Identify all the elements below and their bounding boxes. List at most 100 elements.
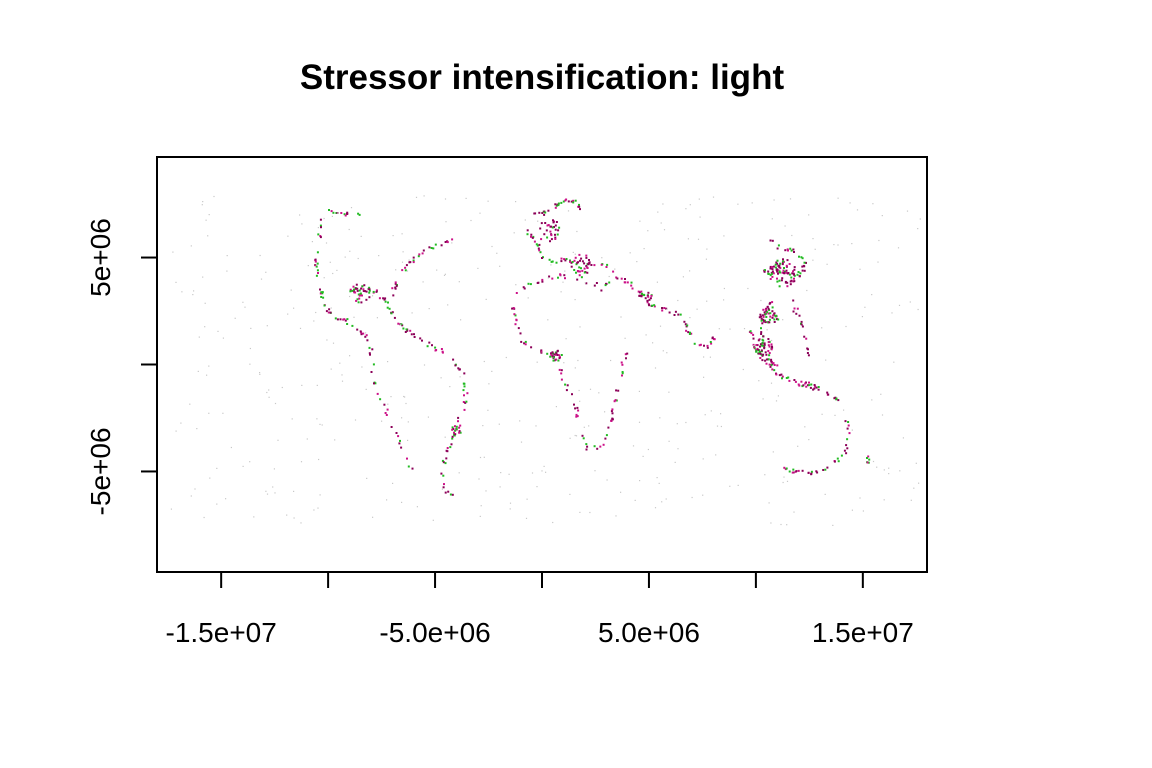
- raster-cell: [463, 394, 465, 397]
- raster-cell: [761, 359, 764, 362]
- raster-cell: [646, 294, 649, 297]
- raster-cell: [443, 483, 445, 486]
- raster-cell: [422, 281, 424, 283]
- raster-cell: [560, 201, 563, 204]
- raster-cell: [859, 268, 861, 270]
- raster-cell: [551, 355, 554, 358]
- raster-cell: [556, 349, 559, 352]
- raster-cell: [650, 294, 653, 297]
- raster-cell: [549, 240, 551, 243]
- raster-cell: [575, 415, 578, 418]
- raster-cell: [779, 262, 782, 265]
- raster-cell: [778, 374, 781, 377]
- raster-cell: [440, 377, 442, 379]
- raster-cell: [585, 256, 588, 259]
- raster-cell: [783, 267, 785, 269]
- raster-cell: [647, 295, 650, 298]
- raster-cell: [360, 287, 363, 290]
- raster-cell: [769, 301, 772, 304]
- raster-cell: [349, 355, 351, 357]
- raster-cell: [567, 210, 570, 212]
- raster-cell: [546, 224, 549, 227]
- raster-cell: [392, 294, 395, 297]
- raster-cell: [615, 389, 618, 392]
- raster-cell: [773, 321, 776, 323]
- raster-cell: [759, 352, 762, 355]
- raster-cell: [763, 343, 766, 346]
- raster-cell: [330, 307, 332, 309]
- raster-cell: [689, 331, 691, 334]
- raster-cell: [761, 314, 764, 317]
- raster-cell: [698, 344, 701, 347]
- raster-cell: [668, 391, 670, 393]
- raster-cell: [196, 428, 198, 430]
- raster-cell: [779, 271, 782, 274]
- raster-cell: [376, 392, 379, 395]
- raster-cell: [578, 205, 581, 208]
- raster-cell: [349, 290, 352, 293]
- raster-cell: [844, 420, 847, 423]
- raster-cell: [843, 449, 846, 452]
- raster-cell: [784, 249, 787, 252]
- raster-cell: [444, 491, 447, 494]
- raster-cell: [556, 233, 559, 236]
- raster-cell: [316, 262, 319, 265]
- raster-cell: [213, 195, 215, 198]
- raster-cell: [796, 307, 799, 310]
- raster-cell: [784, 225, 786, 227]
- raster-cell: [552, 356, 555, 359]
- raster-cell: [365, 290, 368, 293]
- raster-cell: [543, 233, 546, 236]
- raster-cell: [773, 318, 776, 321]
- raster-cell: [442, 486, 445, 489]
- raster-cell: [458, 430, 461, 433]
- y-tick-label: -5e+06: [85, 427, 116, 515]
- raster-cell: [625, 357, 627, 360]
- raster-cell: [686, 324, 689, 327]
- raster-cell: [419, 337, 422, 340]
- raster-cell: [407, 421, 409, 423]
- raster-cell: [445, 457, 448, 460]
- raster-cell: [773, 312, 776, 315]
- raster-cell: [768, 321, 771, 324]
- raster-cell: [444, 462, 447, 465]
- raster-cell: [771, 266, 773, 268]
- raster-cell: [202, 276, 204, 278]
- raster-cell: [412, 256, 415, 259]
- raster-cell: [543, 465, 545, 467]
- raster-cell: [814, 385, 817, 388]
- raster-cell: [363, 284, 366, 287]
- raster-cell: [349, 250, 351, 252]
- raster-cell: [384, 297, 387, 300]
- raster-cell: [647, 448, 649, 451]
- raster-cell: [458, 431, 461, 434]
- raster-cell: [759, 313, 762, 316]
- raster-cell: [362, 332, 365, 335]
- raster-cell: [366, 477, 368, 479]
- raster-cell: [653, 304, 656, 307]
- raster-cell: [758, 316, 761, 319]
- raster-cell: [780, 373, 783, 376]
- raster-cell: [715, 454, 717, 456]
- raster-cell: [760, 317, 763, 320]
- raster-cell: [180, 422, 182, 424]
- raster-cell: [784, 280, 787, 283]
- raster-cell: [360, 301, 363, 304]
- raster-cell: [485, 490, 487, 492]
- raster-cell: [767, 350, 770, 352]
- raster-cell: [557, 359, 560, 362]
- raster-cell: [579, 511, 581, 513]
- raster-cell: [190, 495, 192, 497]
- raster-cell: [803, 261, 806, 264]
- raster-cell: [786, 259, 789, 262]
- raster-cell: [579, 208, 581, 211]
- raster-cell: [311, 241, 313, 243]
- raster-cell: [631, 287, 634, 290]
- raster-cell: [620, 316, 622, 318]
- raster-cell: [552, 352, 555, 355]
- raster-cell: [765, 362, 768, 365]
- raster-cell: [760, 327, 762, 330]
- raster-cell: [579, 400, 581, 402]
- raster-cell: [788, 470, 791, 473]
